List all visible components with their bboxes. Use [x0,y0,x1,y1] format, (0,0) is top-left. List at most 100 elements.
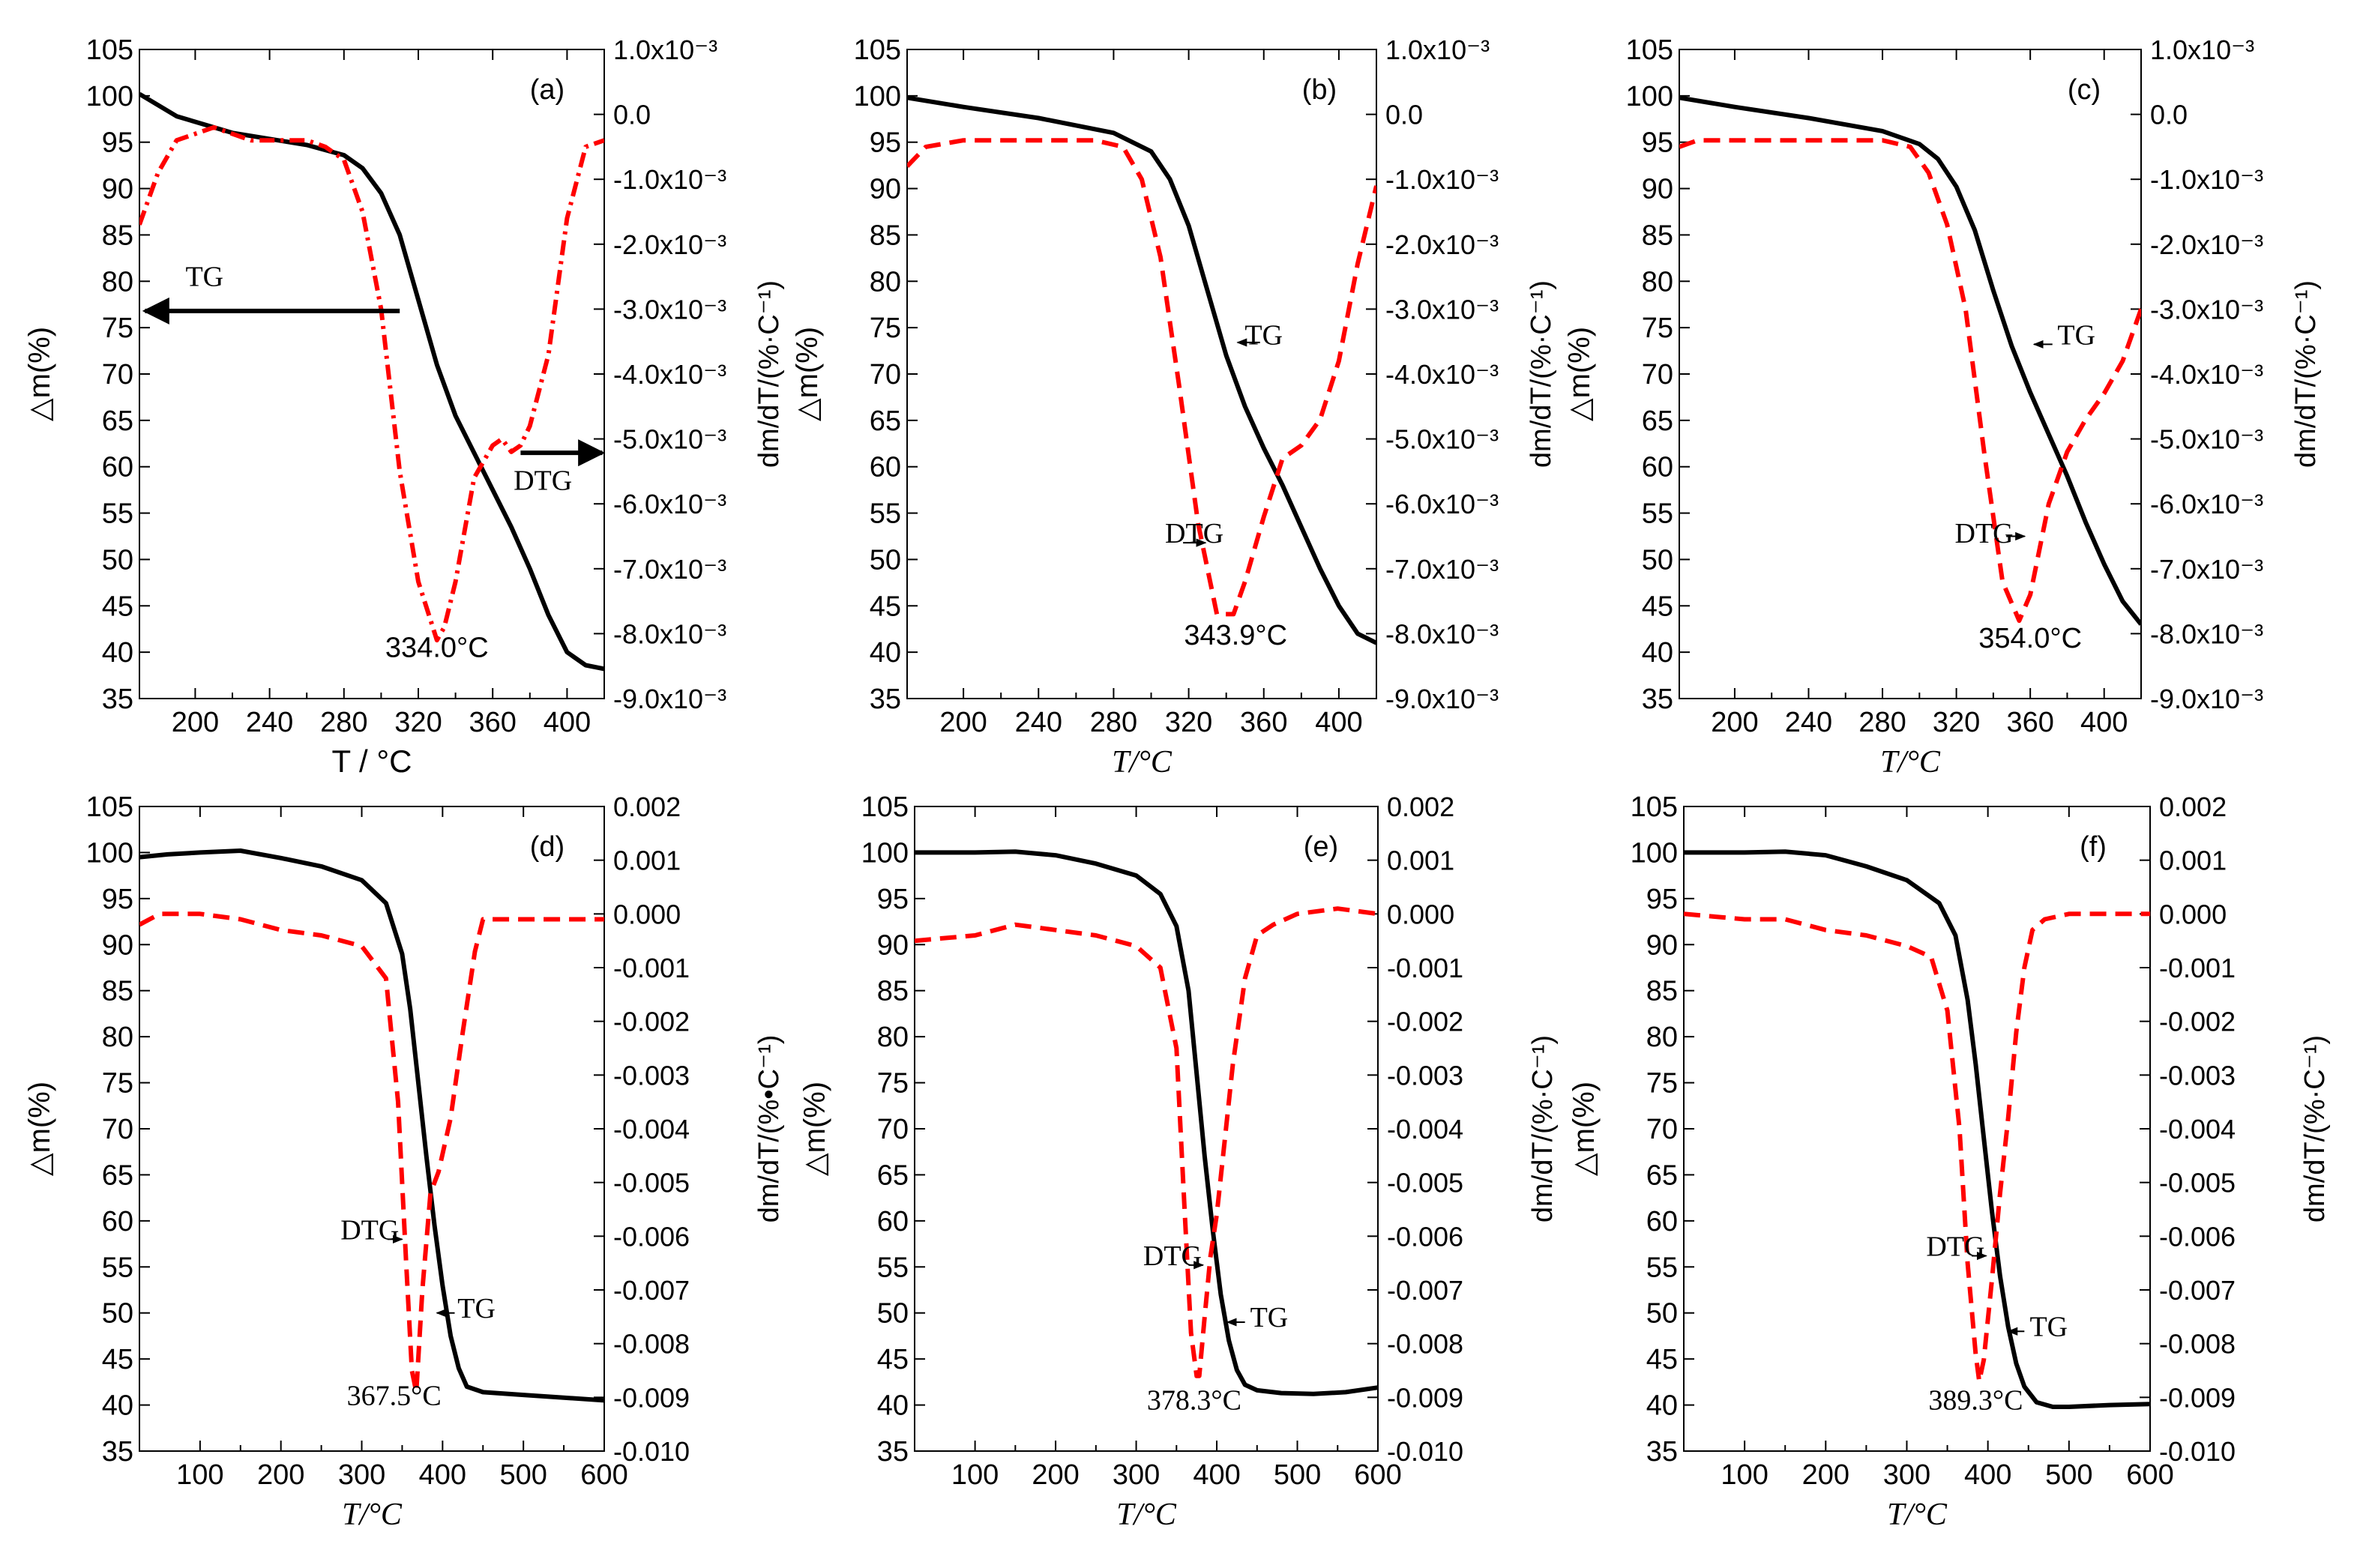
x-tick-label: 320 [1933,707,1980,738]
y-tick-label: 55 [1646,1252,1678,1283]
series-dtg-line [907,138,1376,617]
series-tg-line [915,849,1378,1396]
y2-tick-label: 0.001 [2159,845,2227,876]
y2-tick-label: -2.0x10⁻³ [613,229,726,260]
y2-tick-label: -0.002 [2159,1007,2236,1037]
panel-label: (e) [1304,831,1338,863]
y2-tick-label: -0.004 [1387,1114,1463,1145]
y2-tick-label: -1.0x10⁻³ [1385,164,1499,195]
annotation-label: 378.3°C [1147,1385,1241,1417]
annotation-label: DTG [1165,518,1223,549]
x-tick-label: 280 [1858,707,1906,738]
y-tick-label: 100 [1631,837,1678,869]
y2-tick-label: -8.0x10⁻³ [613,618,726,649]
y-tick-label: 70 [1646,1114,1678,1145]
x-tick-label: 280 [320,707,367,738]
y2-tick-label: -9.0x10⁻³ [613,684,726,714]
y-tick-label: 85 [102,220,133,251]
y-tick-label: 95 [1642,127,1673,159]
y-tick-label: 100 [86,81,133,112]
y2-tick-label: 0.0 [2150,100,2188,130]
y-tick-label: 90 [102,929,133,961]
y-axis-label-right: dm/dT/(%·C⁻¹) [753,280,785,468]
x-tick-label: 360 [2006,707,2053,738]
x-tick-label: 300 [1113,1459,1160,1491]
y-tick-label: 80 [1642,266,1673,298]
x-tick-label: 200 [939,707,987,738]
y2-tick-label: -2.0x10⁻³ [1385,229,1499,260]
y-tick-label: 60 [102,452,133,483]
x-tick-label: 300 [1883,1459,1930,1491]
y-tick-label: 80 [870,266,901,298]
x-tick-label: 500 [1274,1459,1321,1491]
y-tick-label: 85 [1646,976,1678,1007]
x-tick-label: 600 [580,1459,627,1491]
panel-label: (d) [530,831,565,863]
x-tick-label: 400 [1964,1459,2011,1491]
y-tick-label: 45 [1646,1344,1678,1375]
y2-tick-label: 0.002 [613,791,681,822]
series-dtg-line [139,124,604,643]
x-tick-label: 100 [176,1459,223,1491]
x-tick-label: 400 [2080,707,2128,738]
x-tick-label: 240 [1015,707,1062,738]
y-tick-label: 75 [877,1068,909,1100]
y-tick-label: 65 [1646,1160,1678,1191]
y2-tick-label: -0.005 [613,1168,690,1198]
y-tick-label: 95 [102,884,133,915]
y-tick-label: 40 [102,1390,133,1422]
y-tick-label: 100 [861,837,909,869]
y2-tick-label: -0.004 [613,1114,690,1145]
y-tick-label: 60 [877,1206,909,1237]
y-tick-label: 40 [1646,1390,1678,1422]
y2-tick-label: 1.0x10⁻³ [613,34,717,65]
annotation-label: 354.0°C [1978,623,2082,654]
annotation-label: TG [1250,1302,1289,1333]
y2-tick-label: 1.0x10⁻³ [1385,34,1490,65]
annotation-label: TG [457,1293,496,1324]
series-dtg-line [1679,138,2141,624]
y-tick-label: 65 [870,405,901,437]
y-tick-label: 55 [870,498,901,530]
y-tick-label: 90 [877,929,909,961]
y2-tick-label: -0.010 [1387,1436,1463,1467]
y-tick-label: 105 [1626,34,1673,66]
y-tick-label: 95 [1646,884,1678,915]
y2-tick-label: -0.007 [2159,1275,2236,1306]
x-tick-label: 200 [1802,1459,1849,1491]
y2-tick-label: 0.0 [1385,100,1423,130]
y-tick-label: 50 [877,1298,909,1330]
y2-tick-label: -0.001 [1387,953,1463,983]
y2-tick-label: -0.002 [1387,1007,1463,1037]
y-tick-label: 70 [102,1114,133,1145]
annotation-label: TG [1244,319,1283,351]
x-tick-label: 200 [1032,1459,1079,1491]
y-tick-label: 65 [877,1160,909,1191]
y-tick-label: 65 [1642,405,1673,437]
annotation-label: 343.9°C [1184,620,1287,651]
y2-tick-label: 0.000 [2159,899,2227,929]
x-tick-label: 400 [544,707,591,738]
series-tg-line [1684,849,2150,1409]
y-tick-label: 40 [877,1390,909,1422]
x-tick-label: 320 [1165,707,1212,738]
chart-panel-d: 100 200 300 400 500 600 35 40 45 50 55 60 65 70 75 80 85… [23,791,785,1532]
y-axis-label-left: △m(%) [798,1082,831,1176]
y2-tick-label: -6.0x10⁻³ [1385,489,1499,519]
y2-tick-label: -0.009 [613,1382,690,1413]
annotation-label: DTG [514,465,572,497]
panel-label: (b) [1302,74,1337,106]
y2-tick-label: -4.0x10⁻³ [2150,359,2263,390]
y-tick-label: 70 [102,359,133,391]
x-tick-label: 200 [1711,707,1758,738]
y2-tick-label: 0.000 [613,899,681,929]
y2-tick-label: -2.0x10⁻³ [2150,229,2263,260]
y2-tick-label: -5.0x10⁻³ [613,424,726,455]
y2-tick-label: -9.0x10⁻³ [1385,684,1499,714]
series-dtg-line [915,906,1378,1378]
y2-tick-label: 0.001 [1387,845,1454,876]
annotation-label: DTG [1143,1240,1202,1272]
y-tick-label: 100 [854,81,901,112]
y-tick-label: 75 [1642,313,1673,344]
